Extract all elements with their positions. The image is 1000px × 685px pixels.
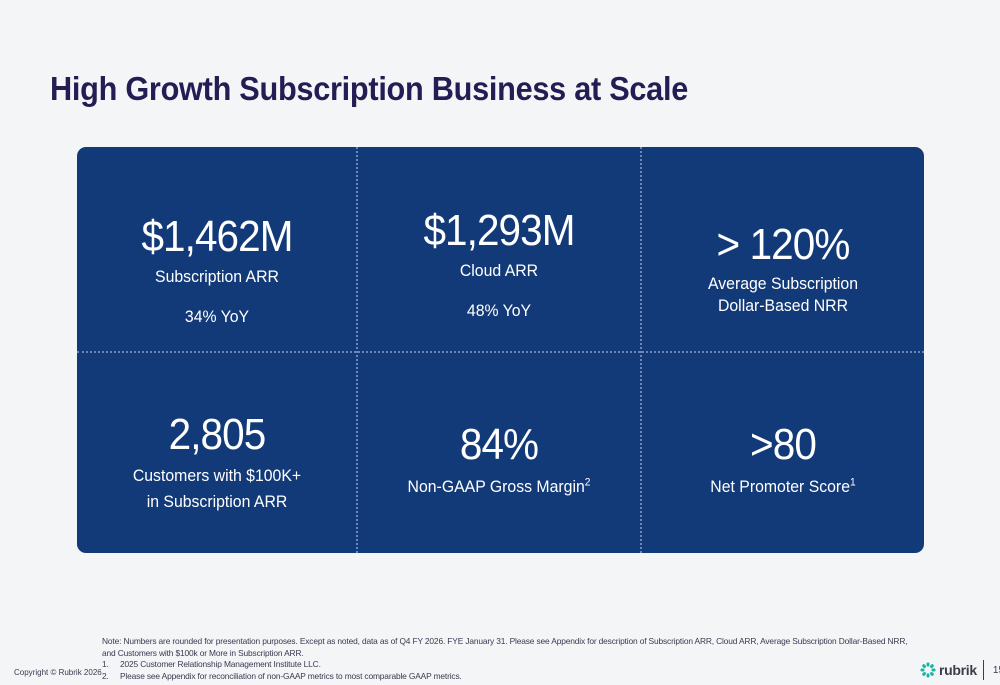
metric-growth: 48% YoY: [466, 301, 532, 320]
row-divider: [77, 351, 924, 353]
metric-nps: >80 Net Promoter Score1: [642, 423, 924, 498]
metric-subscription-arr: $1,462M Subscription ARR 34% YoY: [77, 215, 357, 328]
metrics-panel: $1,462M Subscription ARR 34% YoY $1,293M…: [77, 147, 924, 553]
metric-label: Subscription ARR: [155, 267, 279, 286]
footnote-text: 2025 Customer Relationship Management In…: [120, 659, 321, 669]
footnote-number: 2.: [102, 670, 109, 681]
brand-divider: [982, 660, 984, 680]
metric-cloud-arr: $1,293M Cloud ARR 48% YoY: [358, 209, 640, 322]
metric-growth: 34% YoY: [184, 307, 250, 326]
metric-label: Non-GAAP Gross Margin2: [368, 475, 630, 498]
metric-label: Customers with $100K+ in Subscription AR…: [87, 463, 347, 515]
metric-label-text: Net Promoter Score: [710, 477, 851, 496]
footnote-item: 2. Please see Appendix for reconciliatio…: [102, 671, 922, 683]
metric-label: Cloud ARR: [459, 261, 539, 280]
metric-value: 2,805: [168, 410, 267, 459]
metric-label: Net Promoter Score1: [652, 475, 914, 498]
column-divider: [640, 147, 642, 553]
brand-logo: rubrik 15: [920, 659, 1000, 681]
footnote-text: Please see Appendix for reconciliation o…: [120, 670, 462, 681]
rubrik-logo-icon: [920, 662, 936, 678]
page-number: 15: [992, 664, 1000, 676]
footnote-marker: 1: [850, 476, 856, 489]
metric-value: 84%: [459, 420, 539, 469]
metric-gross-margin: 84% Non-GAAP Gross Margin2: [358, 423, 640, 498]
footnotes: Note: Numbers are rounded for presentati…: [102, 636, 922, 682]
metric-label-line: in Subscription ARR: [146, 492, 288, 511]
metric-value: > 120%: [716, 220, 851, 269]
brand-name: rubrik: [939, 662, 977, 678]
metric-nrr: > 120% Average Subscription Dollar-Based…: [642, 223, 924, 317]
metric-label: Average Subscription Dollar-Based NRR: [652, 273, 914, 317]
metric-large-customers: 2,805 Customers with $100K+ in Subscript…: [77, 413, 357, 515]
footnote-item: 1. 2025 Customer Relationship Management…: [102, 659, 922, 671]
metric-label-line: Customers with $100K+: [132, 466, 302, 485]
metric-label-line: Dollar-Based NRR: [717, 296, 849, 315]
footnote-marker: 2: [584, 476, 591, 489]
footnote-intro: Note: Numbers are rounded for presentati…: [102, 636, 908, 658]
metric-label-text: Non-GAAP Gross Margin: [407, 477, 585, 496]
metric-label-line: Average Subscription: [707, 274, 858, 293]
column-divider: [356, 147, 358, 553]
slide-title: High Growth Subscription Business at Sca…: [50, 70, 689, 107]
metric-value: >80: [750, 420, 817, 469]
footnote-number: 1.: [102, 659, 109, 669]
metric-value: $1,293M: [423, 206, 575, 255]
metric-value: $1,462M: [141, 212, 293, 261]
copyright-text: Copyright © Rubrik 2026: [14, 668, 102, 677]
